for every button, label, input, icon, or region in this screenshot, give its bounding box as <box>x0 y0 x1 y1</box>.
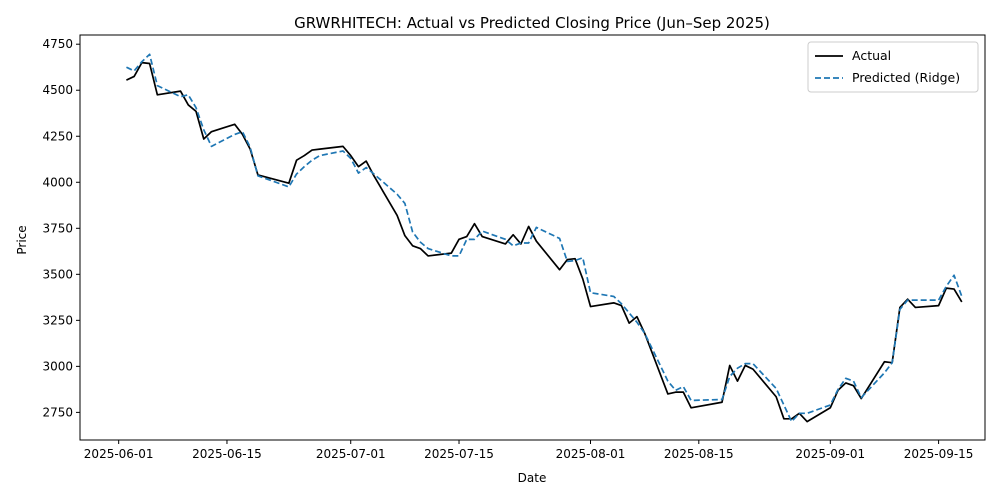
x-tick-label: 2025-07-15 <box>424 447 494 461</box>
y-tick-label: 2750 <box>42 405 73 419</box>
y-tick-label: 3250 <box>42 313 73 327</box>
x-tick-label: 2025-07-01 <box>316 447 386 461</box>
y-tick-label: 3750 <box>42 221 73 235</box>
legend-label-predicted: Predicted (Ridge) <box>852 70 960 85</box>
x-tick-label: 2025-09-01 <box>795 447 865 461</box>
y-tick-label: 4250 <box>42 129 73 143</box>
y-tick-label: 4000 <box>42 175 73 189</box>
x-tick-label: 2025-08-15 <box>664 447 734 461</box>
y-tick-label: 4750 <box>42 37 73 51</box>
y-tick-label: 4500 <box>42 83 73 97</box>
y-axis: 2750 3000 3250 3500 3750 4000 4250 4500 4750 <box>42 37 80 419</box>
series-line-predicted <box>126 53 963 423</box>
legend-box <box>807 41 979 93</box>
legend: Actual Predicted (Ridge) <box>807 41 979 93</box>
y-tick-label: 3000 <box>42 359 73 373</box>
plot-frame <box>79 34 986 441</box>
x-tick-label: 2025-08-01 <box>556 447 626 461</box>
x-axis: 2025-06-01 2025-06-15 2025-07-01 2025-07-15… <box>84 440 974 461</box>
x-tick-label: 2025-06-01 <box>84 447 154 461</box>
series-layer <box>126 53 963 423</box>
legend-label-actual: Actual <box>852 48 891 63</box>
x-tick-label: 2025-06-15 <box>192 447 262 461</box>
chart-title: GRWRHITECH: Actual vs Predicted Closing … <box>294 14 770 32</box>
y-tick-label: 3500 <box>42 267 73 281</box>
x-axis-title: Date <box>518 471 547 485</box>
y-axis-title: Price <box>15 225 29 254</box>
x-tick-label: 2025-09-15 <box>904 447 974 461</box>
